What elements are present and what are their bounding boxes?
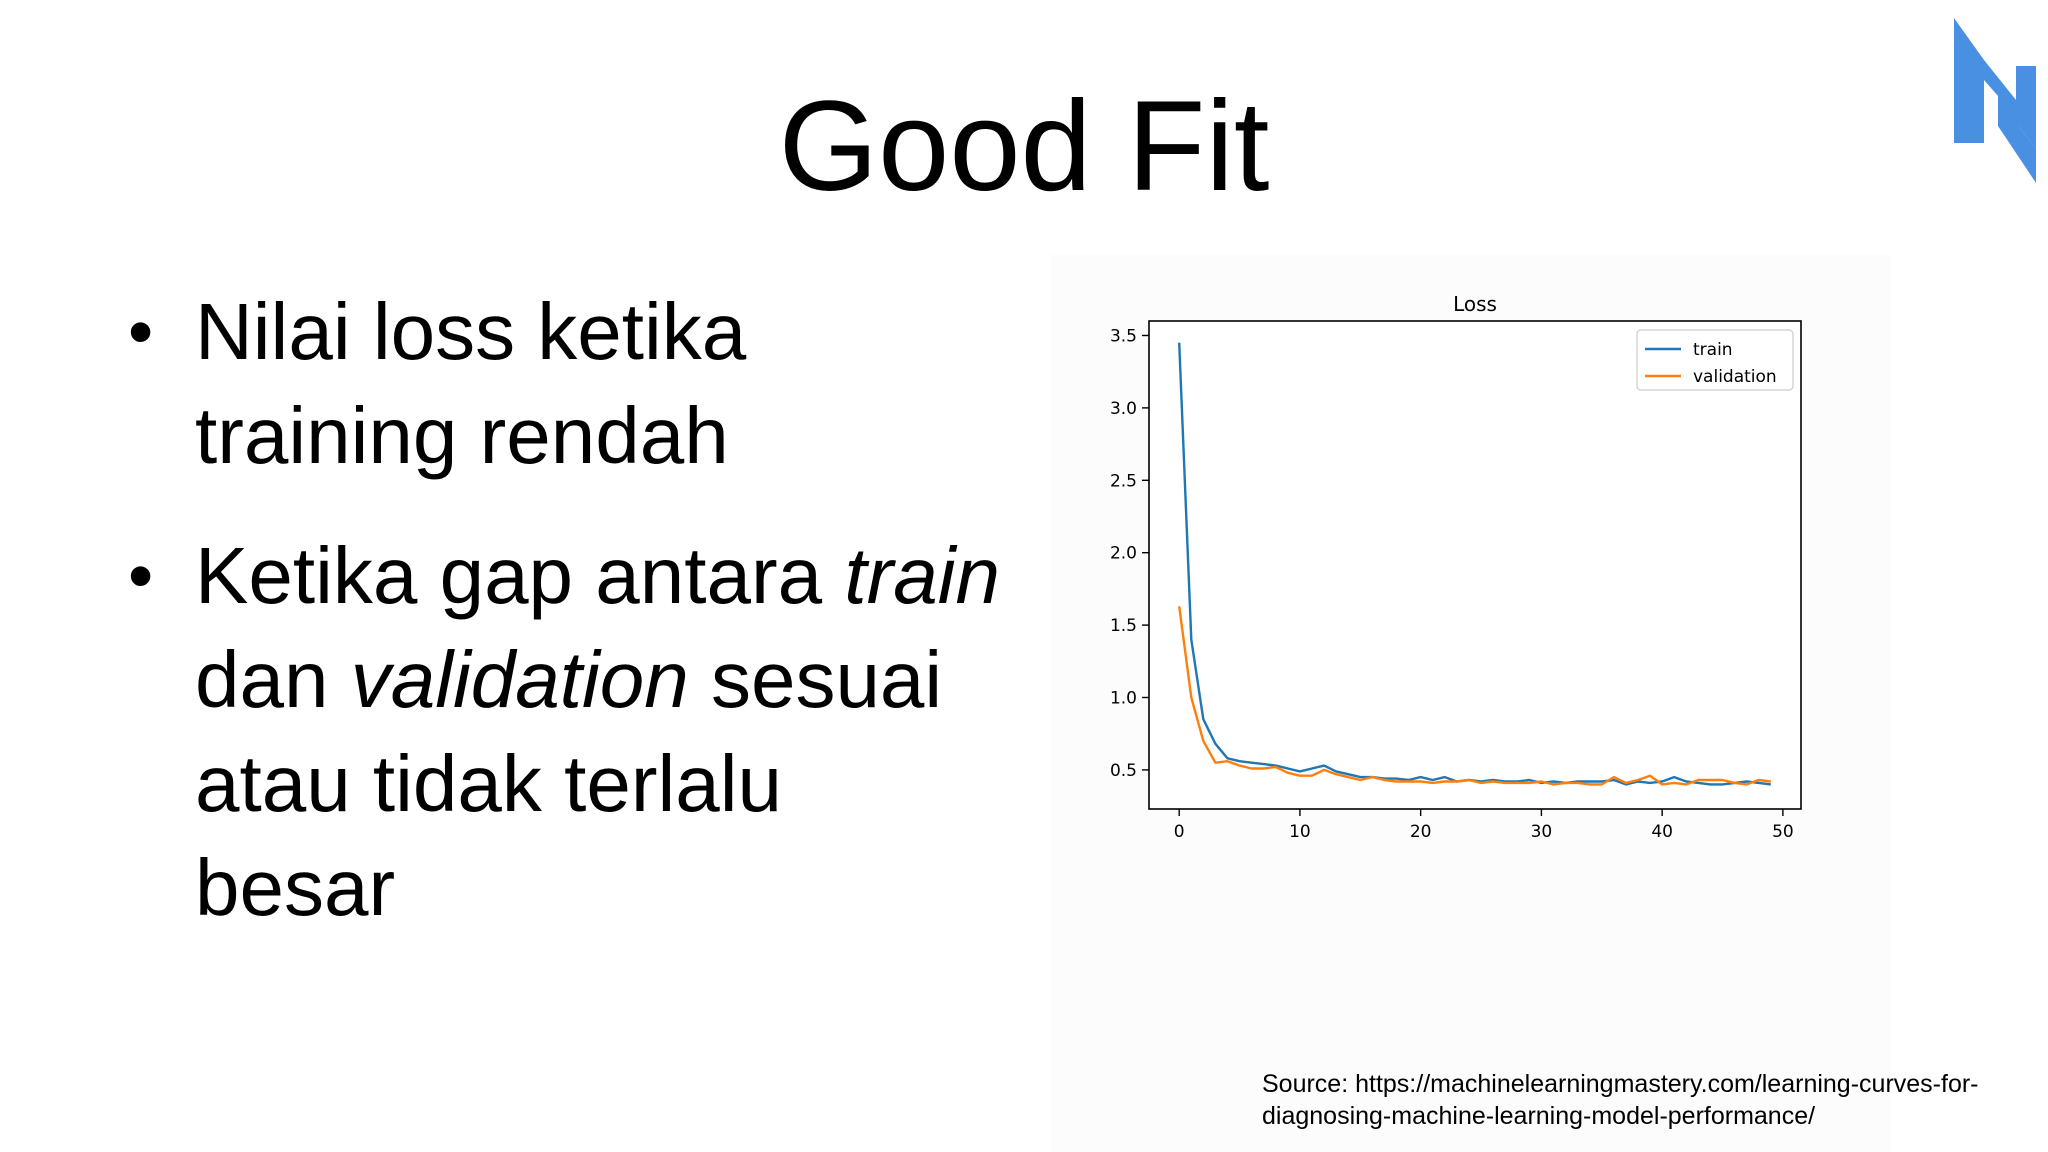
bullet-item: • Nilai loss ketika training rendah — [120, 280, 1000, 488]
bullet-item: • Ketika gap antara train dan validation … — [120, 524, 1000, 940]
bullet-marker: • — [128, 536, 154, 616]
x-tick-label: 50 — [1772, 822, 1794, 842]
y-tick-label: 2.0 — [1110, 544, 1137, 564]
x-tick-label: 0 — [1174, 822, 1185, 842]
bullet-marker: • — [128, 292, 154, 372]
loss-chart: Loss 0.5 1.0 1.5 2.0 2.5 3.0 3.5 0 10 20 30 40 50 trai… — [1110, 292, 1802, 842]
y-tick-label: 3.5 — [1110, 326, 1137, 346]
series-line-validation — [1178, 606, 1771, 786]
bullet-text: dan — [195, 635, 351, 724]
plot-frame — [1148, 320, 1802, 810]
y-tick-label: 0.5 — [1110, 761, 1137, 781]
bullet-text: sesuai atau tidak terlalu besar — [195, 635, 943, 932]
x-tick-label: 40 — [1651, 822, 1673, 842]
bullet-text: train — [844, 531, 1000, 620]
slide-title: Good Fit — [778, 75, 1270, 218]
y-tick-label: 3.0 — [1110, 399, 1137, 419]
source-citation: Source: https://machinelearningmastery.c… — [1262, 1070, 1979, 1130]
x-tick-label: 30 — [1531, 822, 1553, 842]
y-tick-label: 1.0 — [1110, 688, 1137, 708]
x-tick-label: 20 — [1410, 822, 1432, 842]
bullet-list: • Nilai loss ketika training rendah • Ketik… — [120, 280, 1000, 976]
x-tick-label: 10 — [1289, 822, 1311, 842]
bullet-text: validation — [350, 635, 689, 724]
y-tick-label: 2.5 — [1110, 471, 1137, 491]
legend-label: train — [1693, 340, 1733, 360]
legend-label: validation — [1693, 367, 1777, 387]
y-tick-label: 1.5 — [1110, 616, 1137, 636]
logo-icon — [1936, 18, 2036, 183]
chart-panel: Loss 0.5 1.0 1.5 2.0 2.5 3.0 3.5 0 10 20 30 40 50 trai… — [1050, 255, 1890, 1152]
bullet-text: Nilai loss ketika training rendah — [195, 287, 747, 480]
chart-title: Loss — [1453, 292, 1497, 316]
bullet-text: Ketika gap antara — [195, 531, 845, 620]
